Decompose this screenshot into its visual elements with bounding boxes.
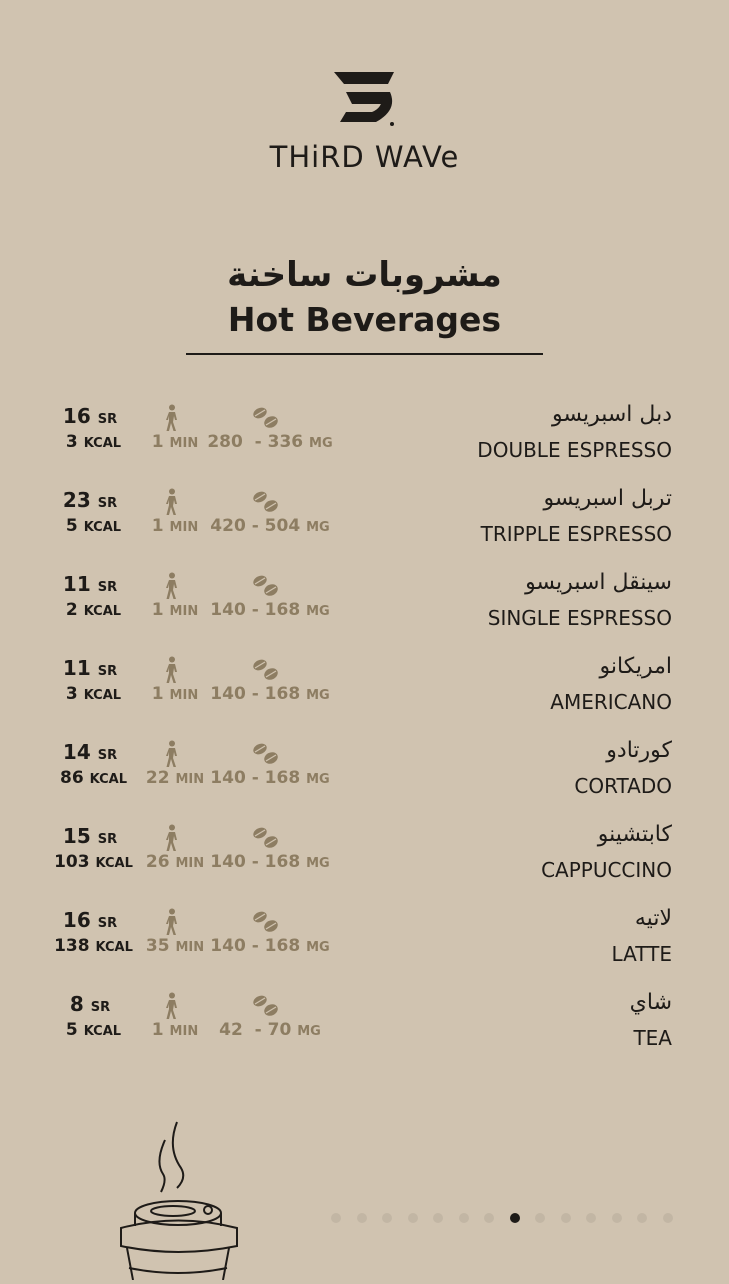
menu-item: 16 SR 138 KCAL 35 MIN 140 - 168 MG لاتيه…: [0, 906, 729, 990]
item-price: 14 SR: [62, 740, 118, 764]
item-name-arabic: كورتادو: [606, 738, 672, 763]
item-name: DOUBLE ESPRESSO: [477, 438, 672, 462]
menu-item: 15 SR 103 KCAL 26 MIN 140 - 168 MG كابتش…: [0, 822, 729, 906]
item-calories: 3 KCAL: [65, 432, 122, 452]
item-price: 11 SR: [62, 572, 118, 596]
item-name-arabic: كابتشينو: [597, 822, 672, 847]
item-calories: 138 KCAL: [54, 936, 133, 956]
item-walk-minutes: 35 MIN: [145, 936, 205, 956]
page-dot[interactable]: [356, 1213, 367, 1223]
item-price: 8 SR: [69, 992, 111, 1016]
brand-logo: THiRD WAVe: [0, 70, 729, 174]
item-name-arabic: امريكانو: [599, 654, 673, 679]
page-dot[interactable]: [433, 1213, 443, 1223]
item-walk-minutes: 1 MIN: [151, 516, 199, 536]
coffee-beans-icon: [252, 574, 280, 602]
item-name: CORTADO: [574, 774, 672, 798]
item-caffeine: 42 - 70 MG: [219, 1020, 321, 1040]
coffee-beans-icon: [252, 826, 280, 854]
walking-person-icon: [163, 908, 181, 940]
menu-item: 16 SR 3 KCAL 1 MIN 280 - 336 MG دبل اسبر…: [0, 402, 729, 486]
menu-item: 23 SR 5 KCAL 1 MIN 420 - 504 MG تربل اسب…: [0, 486, 729, 570]
walking-person-icon: [163, 572, 181, 604]
page-dot[interactable]: [535, 1213, 545, 1223]
item-name: AMERICANO: [550, 690, 672, 714]
page-title: Hot Beverages: [227, 300, 502, 339]
walking-person-icon: [163, 656, 181, 688]
item-name: TEA: [633, 1026, 672, 1050]
page-title-arabic: مشروبات ساخنة: [227, 255, 502, 295]
item-calories: 3 KCAL: [65, 684, 122, 704]
menu-item: 14 SR 86 KCAL 22 MIN 140 - 168 MG كورتاد…: [0, 738, 729, 822]
item-name-arabic: سينقل اسبريسو: [525, 570, 672, 595]
item-calories: 5 KCAL: [65, 516, 122, 536]
item-walk-minutes: 1 MIN: [151, 684, 199, 704]
page-dot[interactable]: [560, 1213, 571, 1223]
item-price: 23 SR: [62, 488, 118, 512]
page-dot[interactable]: [458, 1213, 469, 1223]
page-dot[interactable]: [331, 1213, 341, 1223]
walking-person-icon: [163, 992, 181, 1024]
item-name-arabic: شاي: [629, 990, 672, 1015]
coffee-beans-icon: [252, 406, 280, 434]
item-walk-minutes: 26 MIN: [145, 852, 205, 872]
menu-item: 11 SR 2 KCAL 1 MIN 140 - 168 MG سينقل اس…: [0, 570, 729, 654]
item-price: 15 SR: [62, 824, 118, 848]
item-walk-minutes: 1 MIN: [151, 1020, 199, 1040]
item-caffeine: 140 - 168 MG: [210, 684, 330, 704]
item-price: 11 SR: [62, 656, 118, 680]
item-caffeine: 140 - 168 MG: [210, 600, 330, 620]
page-dot-active[interactable]: [509, 1213, 520, 1223]
item-caffeine: 140 - 168 MG: [210, 852, 330, 872]
menu-item: 11 SR 3 KCAL 1 MIN 140 - 168 MG امريكانو…: [0, 654, 729, 738]
walking-person-icon: [163, 824, 181, 856]
item-walk-minutes: 1 MIN: [151, 600, 199, 620]
coffee-cup-illustration: [115, 1118, 245, 1284]
item-calories: 5 KCAL: [65, 1020, 122, 1040]
item-caffeine: 140 - 168 MG: [210, 768, 330, 788]
item-walk-minutes: 1 MIN: [151, 432, 199, 452]
item-calories: 103 KCAL: [54, 852, 133, 872]
item-name-arabic: تربل اسبريسو: [543, 486, 672, 511]
page-dot[interactable]: [407, 1213, 418, 1223]
walking-person-icon: [163, 404, 181, 436]
coffee-beans-icon: [252, 994, 280, 1022]
coffee-beans-icon: [252, 742, 280, 770]
page-indicator: [331, 1213, 673, 1223]
item-name-arabic: لاتيه: [634, 906, 672, 931]
coffee-beans-icon: [252, 658, 280, 686]
page-dot[interactable]: [382, 1213, 392, 1223]
walking-person-icon: [163, 488, 181, 520]
item-price: 16 SR: [62, 404, 118, 428]
walking-person-icon: [163, 740, 181, 772]
divider: [186, 353, 543, 355]
item-name: LATTE: [611, 942, 672, 966]
item-calories: 2 KCAL: [65, 600, 122, 620]
item-caffeine: 140 - 168 MG: [210, 936, 330, 956]
page-dot[interactable]: [586, 1213, 596, 1223]
coffee-beans-icon: [252, 910, 280, 938]
item-caffeine: 280 - 336 MG: [207, 432, 333, 452]
item-caffeine: 420 - 504 MG: [210, 516, 330, 536]
brand-name: THiRD WAVe: [269, 140, 460, 174]
page-dot[interactable]: [637, 1213, 647, 1223]
item-name: SINGLE ESPRESSO: [487, 606, 672, 630]
page-dot[interactable]: [662, 1213, 673, 1223]
item-price: 16 SR: [62, 908, 118, 932]
menu-item: 8 SR 5 KCAL 1 MIN 42 - 70 MG شاي TEA: [0, 990, 729, 1074]
item-name-arabic: دبل اسبريسو: [551, 402, 672, 427]
item-calories: 86 KCAL: [60, 768, 127, 788]
item-name: TRIPPLE ESPRESSO: [480, 522, 672, 546]
item-name: CAPPUCCINO: [541, 858, 672, 882]
item-walk-minutes: 22 MIN: [145, 768, 205, 788]
page-dot[interactable]: [484, 1213, 494, 1223]
coffee-beans-icon: [252, 490, 280, 518]
page-dot[interactable]: [611, 1213, 622, 1223]
third-wave-logo-icon: [333, 72, 394, 126]
